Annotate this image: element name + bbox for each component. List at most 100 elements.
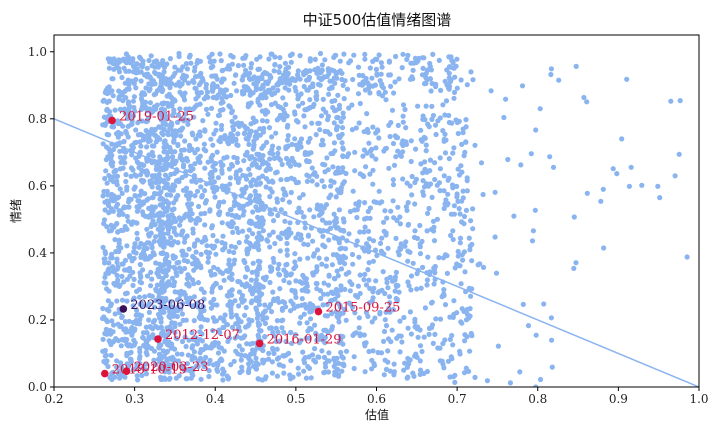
scatter-point-672 [136,198,142,204]
scatter-point-3522 [676,151,682,157]
scatter-point-1792 [197,329,203,335]
scatter-point-1370 [158,319,164,325]
scatter-point-2568 [340,153,346,160]
scatter-point-2249 [335,253,341,259]
scatter-point-2597 [267,279,273,286]
annotation-2018-10-19: 2018-10-19 [112,363,187,378]
scatter-point-2948 [428,88,434,94]
scatter-point-3514 [581,94,587,101]
scatter-point-1554 [167,144,173,151]
scatter-point-1867 [168,120,175,126]
scatter-point-1852 [225,139,231,145]
scatter-point-3383 [218,58,224,64]
scatter-point-1424 [234,334,240,340]
scatter-point-1887 [210,315,216,321]
scatter-point-1502 [207,357,213,363]
scatter-point-572 [122,223,128,230]
scatter-point-895 [135,120,141,126]
scatter-point-867 [152,69,158,75]
scatter-point-3493 [472,142,478,148]
scatter-point-3105 [352,149,358,155]
scatter-point-2048 [284,252,290,258]
scatter-point-2494 [293,263,299,269]
scatter-point-3060 [435,118,441,124]
scatter-point-2973 [411,373,417,379]
scatter-point-3422 [247,70,253,76]
scatter-point-3233 [220,67,226,73]
scatter-point-2404 [274,169,280,175]
scatter-point-3007 [350,188,356,194]
scatter-point-708 [122,257,129,263]
scatter-point-414 [139,372,145,379]
scatter-point-2775 [399,339,405,345]
scatter-point-2942 [382,357,388,363]
scatter-point-2366 [292,251,298,257]
scatter-point-1346 [216,211,222,217]
scatter-point-889 [119,313,125,320]
scatter-point-834 [166,369,172,375]
scatter-point-1830 [168,282,174,288]
scatter-point-1257 [164,251,170,258]
scatter-point-1770 [214,83,220,89]
scatter-point-1576 [166,259,172,265]
scatter-point-3523 [626,183,633,189]
scatter-point-1390 [249,298,255,304]
scatter-point-3466 [488,88,494,94]
scatter-point-2558 [303,276,309,282]
scatter-point-1656 [229,324,236,330]
scatter-point-3191 [432,331,438,337]
scatter-point-1543 [222,241,228,247]
scatter-point-837 [121,326,127,333]
scatter-point-1949 [305,255,311,261]
scatter-point-587 [124,361,130,367]
scatter-point-1460 [180,248,186,254]
scatter-point-1211 [198,324,204,330]
scatter-point-3442 [195,57,201,64]
scatter-point-2208 [292,84,298,91]
scatter-point-2723 [342,261,348,267]
scatter-point-3074 [413,146,419,152]
scatter-point-2217 [262,89,268,95]
scatter-point-2311 [309,178,315,184]
scatter-point-3227 [146,81,152,87]
scatter-point-3400 [239,77,245,83]
scatter-point-3111 [370,167,376,173]
highlight-point-2019-01-25 [108,116,116,125]
scatter-point-3491 [446,156,452,162]
scatter-point-1669 [158,376,164,382]
scatter-point-3115 [424,277,430,283]
scatter-point-3279 [423,80,429,87]
scatter-point-2650 [392,288,398,294]
scatter-point-1613 [227,175,233,181]
scatter-point-2044 [312,346,318,352]
scatter-point-2715 [366,277,372,283]
scatter-point-2671 [381,328,388,335]
scatter-point-2258 [319,178,325,184]
scatter-point-1285 [226,257,232,263]
scatter-point-1430 [229,108,235,114]
scatter-point-2911 [407,309,413,315]
scatter-point-3005 [412,179,418,186]
scatter-point-104 [114,272,120,279]
scatter-point-3015 [393,269,399,275]
scatter-point-1404 [246,166,252,172]
scatter-point-1403 [183,252,189,258]
scatter-point-850 [106,84,112,90]
scatter-point-2477 [281,115,287,121]
scatter-point-2338 [328,298,334,304]
scatter-point-3049 [427,181,434,187]
scatter-point-525 [122,154,128,160]
scatter-point-136 [100,244,106,250]
scatter-point-710 [124,341,130,347]
scatter-point-3117 [450,228,456,234]
scatter-point-2382 [314,264,320,270]
scatter-point-1617 [165,356,171,362]
scatter-point-1926 [287,220,293,226]
scatter-point-2523 [279,161,285,168]
scatter-point-3018 [382,89,388,95]
scatter-point-3303 [332,80,338,86]
scatter-point-2250 [307,207,313,213]
scatter-point-2793 [385,285,391,291]
scatter-point-333 [114,201,121,207]
scatter-point-4 [146,317,152,323]
